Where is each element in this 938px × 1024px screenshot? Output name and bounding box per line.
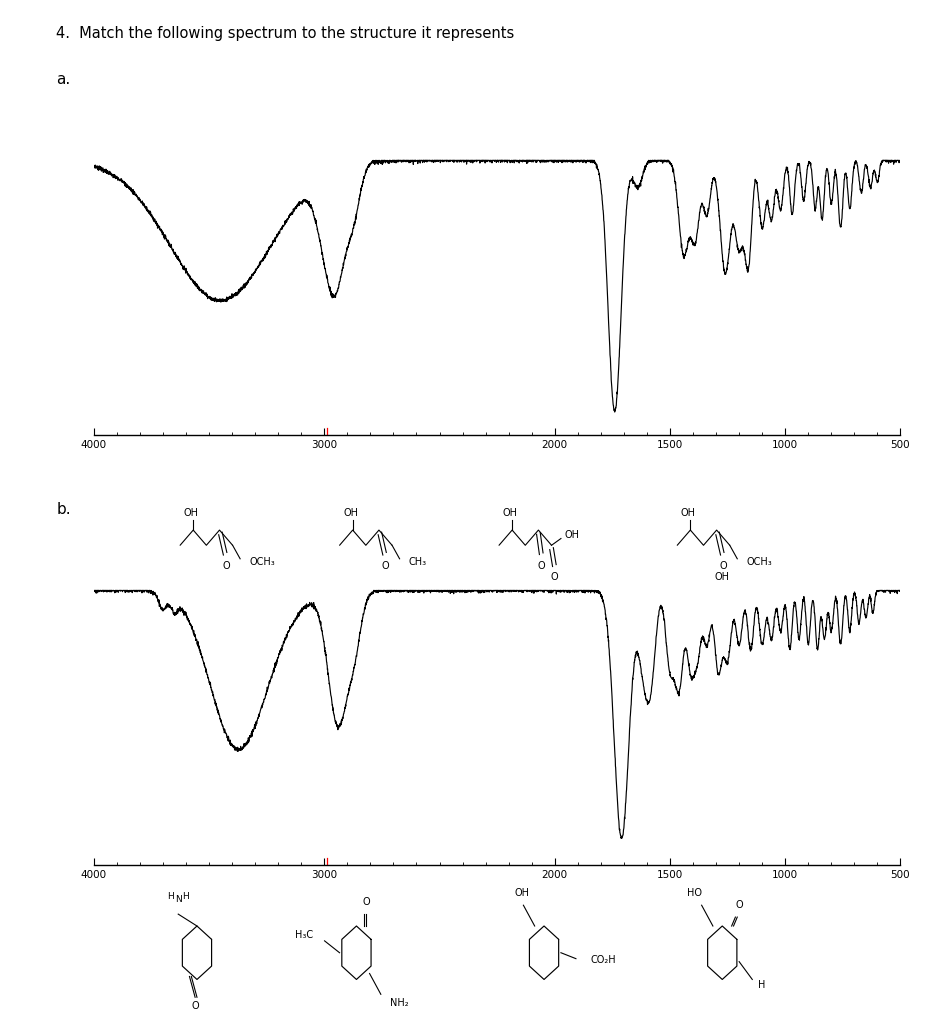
Text: H: H: [758, 980, 765, 990]
Text: CH₃: CH₃: [409, 557, 427, 567]
Text: O: O: [551, 572, 558, 583]
Text: OH: OH: [514, 889, 529, 898]
Text: OH: OH: [565, 530, 580, 540]
Text: OCH₃: OCH₃: [747, 557, 772, 567]
Text: N: N: [174, 895, 182, 904]
Text: H₃C: H₃C: [295, 930, 313, 940]
Text: a.: a.: [56, 72, 70, 87]
Text: O: O: [362, 897, 370, 907]
Text: OH: OH: [681, 508, 696, 518]
Text: OH: OH: [184, 508, 199, 518]
Text: O: O: [735, 900, 743, 910]
Text: H: H: [167, 892, 174, 901]
Text: NH₂: NH₂: [390, 998, 409, 1009]
Text: O: O: [191, 1001, 199, 1011]
Text: OH: OH: [343, 508, 358, 518]
Text: CO₂H: CO₂H: [591, 955, 616, 966]
Text: OCH₃: OCH₃: [250, 557, 275, 567]
Text: OH: OH: [503, 508, 518, 518]
Text: 4.  Match the following spectrum to the structure it represents: 4. Match the following spectrum to the s…: [56, 26, 515, 41]
Text: O: O: [222, 560, 230, 570]
Text: b.: b.: [56, 502, 71, 517]
Text: O: O: [719, 560, 727, 570]
Text: O: O: [382, 560, 389, 570]
Text: H: H: [182, 892, 189, 901]
Text: O: O: [537, 560, 545, 570]
Text: OH: OH: [715, 572, 730, 583]
Text: HO: HO: [687, 889, 702, 898]
